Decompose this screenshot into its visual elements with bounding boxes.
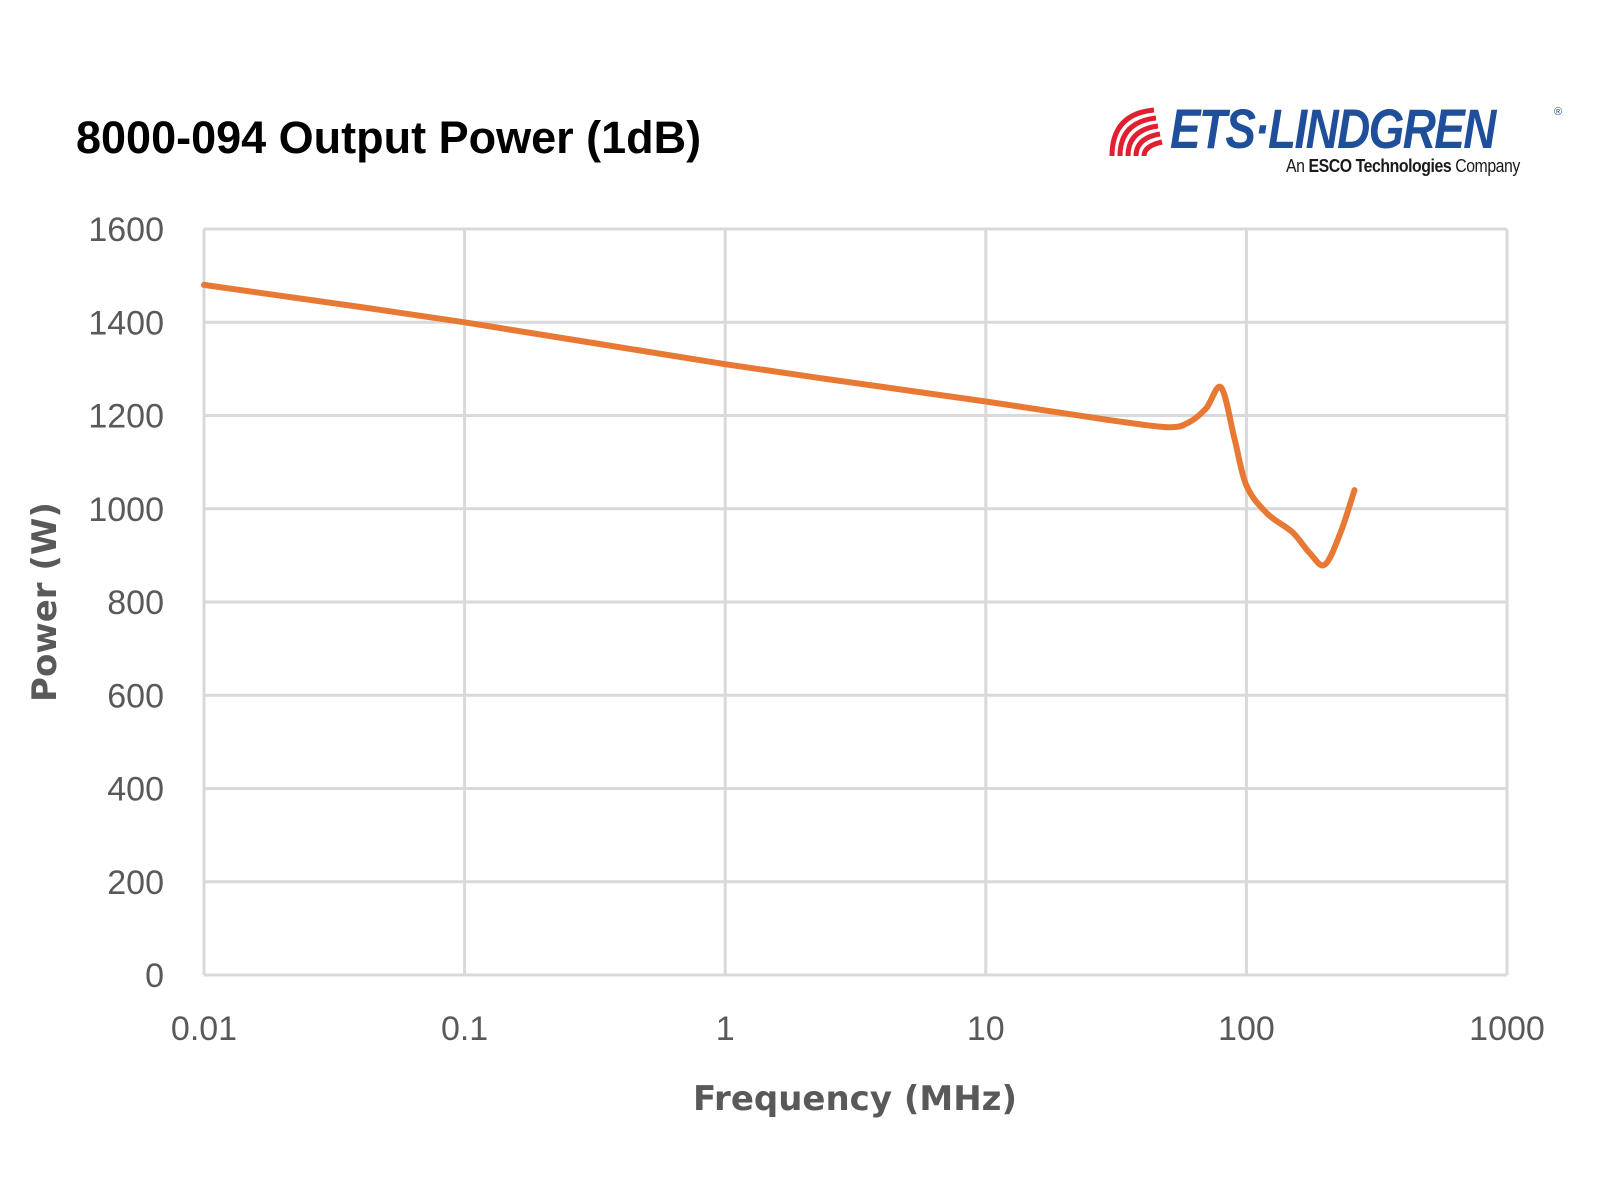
tagline-suffix: Company: [1455, 156, 1520, 176]
x-tick-labels: 0.01 0.1 1 10 100 1000: [171, 1010, 1545, 1048]
ets-lindgren-logo: ETS·LINDGREN ® An ESCO Technologies Comp…: [1108, 97, 1568, 190]
x-tick-label: 100: [1218, 1010, 1275, 1048]
x-axis-title: Frequency (MHz): [693, 1079, 1017, 1119]
y-tick-label: 1000: [88, 491, 164, 529]
y-tick-label: 1600: [88, 211, 164, 249]
registered-mark: ®: [1554, 106, 1563, 118]
y-tick-label: 200: [107, 864, 164, 902]
output-power-series-line: [201, 281, 1358, 569]
y-tick-labels: 0 200 400 600 800 1000 1200 1400 1600: [88, 211, 164, 995]
y-tick-label: 800: [107, 584, 164, 622]
y-tick-label: 1400: [88, 304, 164, 342]
x-tick-label: 0.01: [171, 1010, 237, 1048]
y-axis-title: Power (W): [25, 502, 65, 702]
x-tick-label: 1000: [1469, 1010, 1545, 1048]
y-tick-label: 600: [107, 677, 164, 715]
tagline-prefix: An: [1286, 156, 1305, 176]
x-tick-label: 10: [967, 1010, 1005, 1048]
logo-wordmark: ETS·LINDGREN: [1170, 97, 1496, 160]
logo-tagline: An ESCO Technologies Company: [1286, 156, 1520, 177]
signal-waves-icon: [1109, 107, 1163, 157]
chart-title: 8000-094 Output Power (1dB): [76, 112, 702, 163]
x-tick-label: 0.1: [441, 1010, 488, 1048]
y-tick-label: 0: [145, 957, 164, 995]
chart-grid: [202, 227, 1509, 977]
y-tick-label: 1200: [88, 398, 164, 436]
tagline-company: ESCO Technologies: [1308, 156, 1452, 176]
x-tick-label: 1: [716, 1010, 735, 1048]
y-tick-label: 400: [107, 771, 164, 809]
